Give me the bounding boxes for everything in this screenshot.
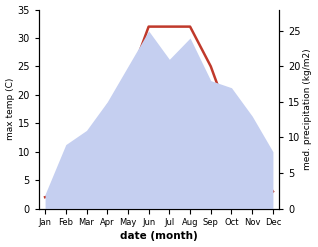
X-axis label: date (month): date (month) (120, 231, 198, 242)
Y-axis label: max temp (C): max temp (C) (5, 78, 15, 140)
Y-axis label: med. precipitation (kg/m2): med. precipitation (kg/m2) (303, 48, 313, 170)
